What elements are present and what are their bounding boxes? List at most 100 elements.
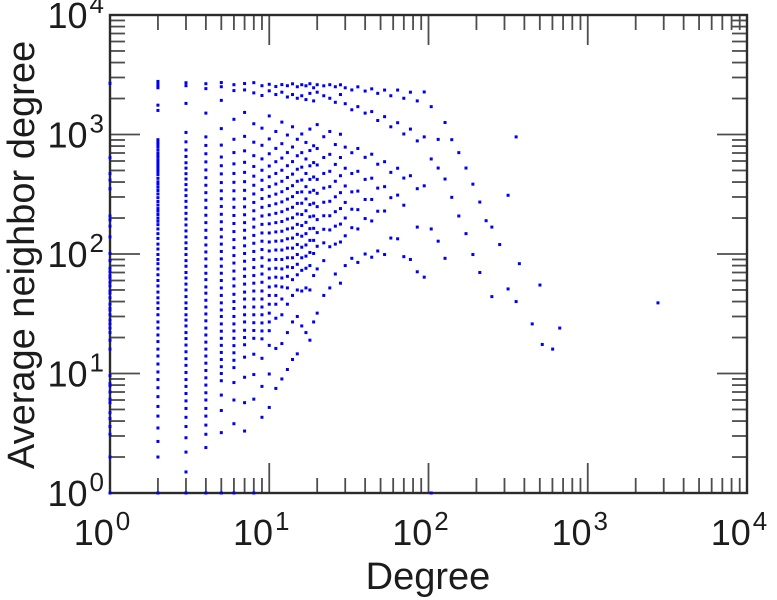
data-point bbox=[108, 274, 112, 278]
data-point bbox=[184, 313, 188, 317]
data-point bbox=[184, 337, 188, 341]
data-point bbox=[260, 248, 264, 252]
data-point bbox=[252, 81, 256, 85]
data-point bbox=[184, 392, 188, 396]
data-point bbox=[204, 198, 208, 202]
data-point bbox=[204, 333, 208, 337]
data-point bbox=[322, 241, 326, 245]
data-point bbox=[464, 166, 468, 170]
data-point bbox=[252, 154, 256, 158]
data-point bbox=[443, 177, 447, 181]
data-point bbox=[156, 491, 160, 495]
data-point bbox=[108, 178, 112, 182]
data-point bbox=[274, 202, 278, 206]
data-point bbox=[243, 328, 247, 332]
data-point bbox=[243, 282, 247, 286]
data-point bbox=[156, 176, 160, 180]
data-point bbox=[285, 286, 289, 290]
data-point bbox=[328, 245, 332, 249]
data-point bbox=[312, 226, 316, 230]
data-point bbox=[396, 166, 400, 170]
data-point bbox=[219, 227, 223, 231]
data-point bbox=[356, 227, 360, 231]
data-point-layer bbox=[108, 79, 660, 495]
data-point bbox=[280, 142, 284, 146]
data-point bbox=[300, 245, 304, 249]
data-point bbox=[184, 172, 188, 176]
data-point bbox=[232, 398, 236, 402]
data-point bbox=[156, 165, 160, 169]
plot-frame bbox=[108, 13, 749, 495]
data-point bbox=[402, 176, 406, 180]
data-point bbox=[156, 138, 160, 142]
data-point bbox=[260, 384, 264, 388]
data-point bbox=[232, 269, 236, 273]
data-point bbox=[370, 219, 374, 223]
data-point bbox=[156, 140, 160, 144]
data-point bbox=[252, 297, 256, 301]
data-point bbox=[156, 108, 160, 112]
data-point bbox=[396, 88, 400, 92]
data-point bbox=[300, 132, 304, 136]
data-point bbox=[350, 108, 354, 112]
data-point bbox=[219, 379, 223, 383]
data-point bbox=[356, 85, 360, 89]
data-point bbox=[156, 414, 160, 418]
data-point bbox=[184, 295, 188, 299]
data-point bbox=[274, 275, 278, 279]
data-point bbox=[204, 398, 208, 402]
data-point bbox=[219, 181, 223, 185]
data-point bbox=[443, 256, 447, 260]
data-point bbox=[300, 213, 304, 217]
data-point bbox=[457, 214, 461, 218]
data-point bbox=[280, 156, 284, 160]
data-point bbox=[350, 151, 354, 155]
data-point bbox=[457, 151, 461, 155]
data-point bbox=[396, 121, 400, 125]
data-point bbox=[285, 227, 289, 231]
data-point bbox=[184, 81, 188, 85]
data-point bbox=[260, 297, 264, 301]
data-point bbox=[285, 151, 289, 155]
data-point bbox=[260, 305, 264, 309]
data-point bbox=[219, 85, 223, 89]
data-point bbox=[280, 239, 284, 243]
data-point bbox=[219, 329, 223, 333]
data-point bbox=[232, 89, 236, 93]
data-point bbox=[184, 101, 188, 105]
data-point bbox=[156, 267, 160, 271]
data-point bbox=[370, 110, 374, 114]
data-point bbox=[333, 272, 337, 276]
data-point bbox=[295, 352, 299, 356]
data-point bbox=[315, 244, 319, 248]
data-point bbox=[156, 163, 160, 167]
data-point bbox=[295, 167, 299, 171]
data-point bbox=[285, 164, 289, 168]
data-point bbox=[232, 284, 236, 288]
data-point bbox=[267, 194, 271, 198]
data-point bbox=[300, 234, 304, 238]
data-point bbox=[156, 279, 160, 283]
data-point bbox=[108, 270, 112, 274]
data-point bbox=[156, 455, 160, 459]
data-point bbox=[219, 172, 223, 176]
data-point bbox=[184, 350, 188, 354]
data-point bbox=[383, 160, 387, 164]
data-point bbox=[274, 221, 278, 225]
data-point bbox=[184, 247, 188, 251]
data-point bbox=[184, 194, 188, 198]
data-point bbox=[295, 314, 299, 318]
data-point bbox=[156, 192, 160, 196]
data-point bbox=[260, 188, 264, 192]
data-point bbox=[232, 491, 236, 495]
data-point bbox=[156, 160, 160, 164]
data-point bbox=[267, 231, 271, 235]
data-point bbox=[280, 276, 284, 280]
data-point bbox=[232, 300, 236, 304]
data-point bbox=[108, 224, 112, 228]
data-point bbox=[274, 302, 278, 306]
data-point bbox=[184, 259, 188, 263]
data-point bbox=[274, 293, 278, 297]
data-point bbox=[506, 193, 510, 197]
data-point bbox=[315, 311, 319, 315]
